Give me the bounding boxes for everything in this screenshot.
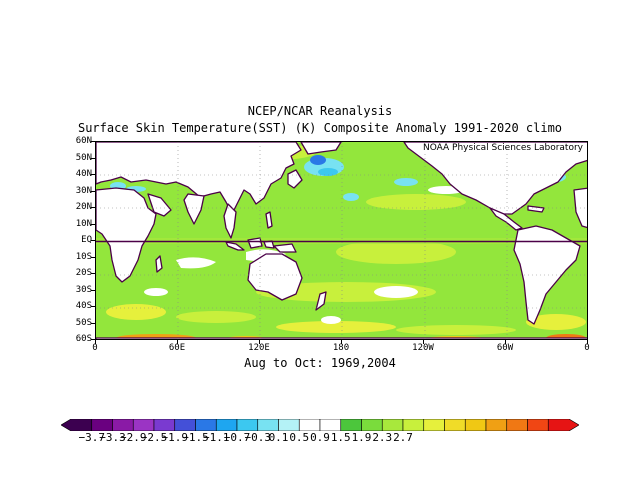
- colorbar-label: 1.9: [351, 431, 372, 444]
- colorbar-label: 0.5: [289, 431, 310, 444]
- colorbar-label: −2.5: [140, 431, 168, 444]
- colorbar-label: −3.7: [78, 431, 106, 444]
- colorbar-swatch: [278, 419, 300, 431]
- map-canvas: [96, 142, 587, 339]
- land-africa: [96, 187, 157, 283]
- colorbar-label: 2.7: [393, 431, 413, 444]
- lat-tick: [91, 289, 95, 291]
- lat-label: 50N: [75, 152, 92, 163]
- lat-label: 40N: [75, 169, 92, 179]
- colorbar-swatch: [298, 419, 321, 431]
- lat-label: 50S: [75, 317, 92, 328]
- colorbar-swatch: [444, 419, 466, 431]
- colorbar-swatch: [257, 419, 279, 431]
- chart-subtitle: Surface Skin Temperature(SST) (K) Compos…: [77, 121, 563, 135]
- colorbar-swatch: [402, 419, 425, 431]
- colorbar-swatch: [236, 419, 259, 431]
- lon-tick: [505, 340, 506, 344]
- colorbar-label: −1.5: [182, 431, 209, 444]
- land-south-america: [513, 225, 581, 325]
- colorbar-swatch: [132, 419, 155, 431]
- lat-label: 10N: [75, 218, 92, 229]
- lat-tick: [91, 322, 95, 324]
- lat-tick: [91, 306, 95, 307]
- anomaly-map: NOAA Physical Sciences Laboratory: [95, 141, 588, 340]
- landmasses: [96, 142, 587, 339]
- colorbar-swatch: [381, 419, 404, 431]
- colorbar-swatch: [174, 419, 196, 431]
- colorbar: [61, 419, 579, 431]
- colorbar-label: −2.9: [120, 431, 147, 444]
- period-label: Aug to Oct: 1969,2004: [244, 356, 396, 370]
- lat-tick: [91, 141, 95, 142]
- colorbar-label: −1.9: [161, 431, 189, 444]
- colorbar-label: 0.1: [268, 431, 289, 444]
- lon-tick: [259, 340, 260, 344]
- colorbar-swatch: [527, 419, 549, 431]
- lat-label: 30S: [75, 284, 92, 295]
- lat-label: 30N: [75, 185, 92, 196]
- colorbar-swatch: [423, 419, 445, 431]
- colorbar-swatch: [215, 419, 238, 431]
- chart-title: NCEP/NCAR Reanalysis: [247, 104, 393, 118]
- lon-tick: [587, 340, 588, 344]
- colorbar-label: 1.5: [330, 431, 351, 444]
- colorbar-swatch: [340, 419, 362, 431]
- colorbar-label: −1.1: [203, 431, 230, 444]
- lat-label: 60S: [75, 334, 92, 344]
- lat-tick: [91, 223, 95, 225]
- colorbar-swatch: [195, 419, 217, 431]
- colorbar-swatch: [547, 419, 579, 431]
- lon-label: 0: [584, 343, 590, 353]
- colorbar-label: 2.3: [372, 431, 393, 444]
- lat-tick: [91, 190, 95, 192]
- lat-label: 20N: [75, 202, 92, 212]
- colorbar-swatch: [506, 419, 528, 431]
- lat-label: 10S: [75, 251, 92, 262]
- colorbar-swatch: [464, 419, 487, 431]
- land-eurasia: [96, 142, 302, 215]
- colorbar-swatch: [361, 419, 383, 431]
- lon-tick: [177, 340, 178, 344]
- colorbar-swatch: [319, 419, 342, 431]
- land-north-america: [403, 142, 587, 215]
- lon-tick: [95, 340, 96, 344]
- colorbar-swatch: [61, 419, 93, 431]
- lon-tick: [341, 340, 342, 344]
- lat-tick: [91, 256, 95, 258]
- lat-tick: [91, 174, 95, 175]
- lat-label: EQ: [81, 235, 92, 245]
- colorbar-swatch: [153, 419, 176, 431]
- colorbar-swatch: [485, 419, 508, 431]
- lat-tick: [91, 207, 95, 208]
- lon-label: 180: [332, 343, 350, 353]
- lat-label: 20S: [75, 268, 92, 278]
- lab-label: NOAA Physical Sciences Laboratory: [420, 143, 585, 153]
- lon-label: 60E: [168, 343, 186, 353]
- lon-label: 0: [92, 343, 98, 353]
- lat-tick: [91, 339, 95, 340]
- lat-tick: [91, 273, 95, 274]
- colorbar-label: 0.9: [310, 431, 330, 444]
- colorbar-swatch: [91, 419, 113, 431]
- colorbar-label: −0.3: [244, 431, 272, 444]
- lon-label: 120E: [248, 343, 270, 353]
- colorbar-swatch: [112, 419, 134, 431]
- colorbar-label: −3.3: [99, 431, 126, 444]
- lon-label: 60W: [496, 343, 514, 353]
- land-australia: [247, 253, 303, 301]
- lat-tick: [91, 240, 95, 241]
- lon-label: 120W: [412, 343, 434, 353]
- lat-label: 60N: [75, 136, 92, 146]
- lon-tick: [423, 340, 424, 344]
- lat-label: 40S: [75, 301, 92, 311]
- colorbar-label: −0.7: [223, 431, 251, 444]
- lat-tick: [91, 157, 95, 159]
